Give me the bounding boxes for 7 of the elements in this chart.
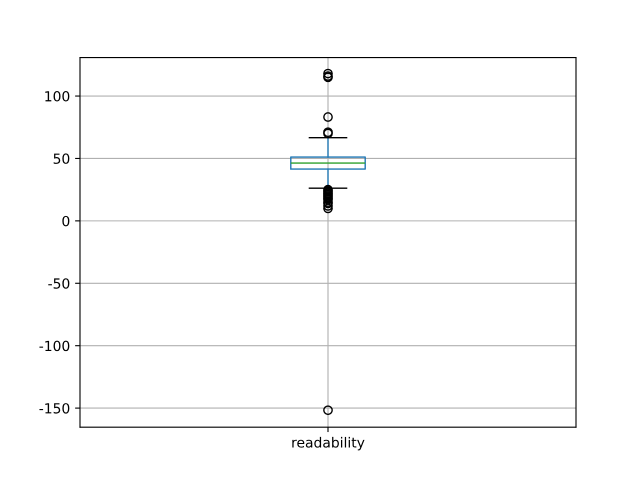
x-tick-label: readability (292, 436, 365, 450)
y-tick-label: -150 (39, 403, 70, 414)
y-tick-label: 50 (54, 153, 70, 164)
y-tick-label: 0 (62, 216, 70, 226)
y-tick-label: -50 (48, 278, 70, 289)
y-tick-label: 100 (45, 91, 70, 102)
y-tick-label: -100 (39, 340, 70, 352)
